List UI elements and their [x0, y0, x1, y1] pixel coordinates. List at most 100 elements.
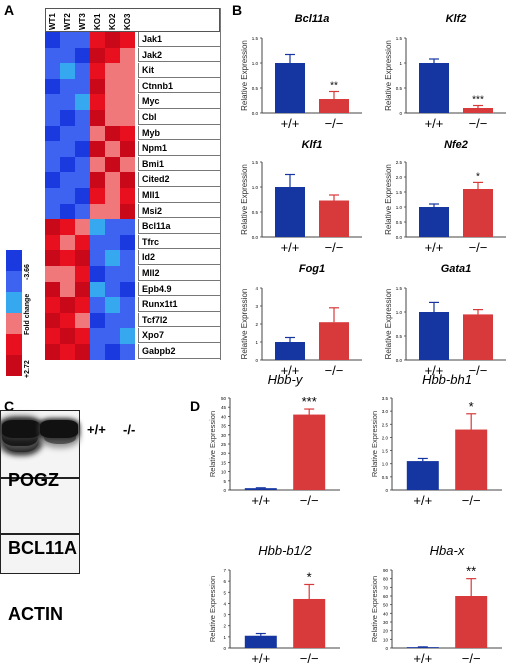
- chart-title: Hbb-bh1: [422, 372, 472, 387]
- y-tick-label: 1.0: [396, 205, 403, 210]
- heatmap-row-label: Id2: [138, 250, 220, 265]
- y-tick-label: 2: [255, 322, 258, 327]
- bar-wildtype: [419, 312, 449, 360]
- y-tick-label: 4: [223, 601, 226, 606]
- y-axis-label: Relative Expression: [240, 164, 249, 235]
- heatmap-cell: [45, 32, 60, 48]
- heatmap-row-label: Jak1: [138, 32, 220, 47]
- heatmap-cell: [60, 219, 75, 235]
- heatmap-cell: [60, 32, 75, 48]
- bar-wildtype: [275, 342, 305, 360]
- heatmap-cell: [45, 125, 60, 142]
- heatmap-cell: [90, 344, 105, 360]
- y-tick-label: 5: [223, 479, 226, 484]
- y-tick-label: 0: [385, 488, 388, 493]
- legend-swatch: [6, 334, 22, 355]
- heatmap-row-label: Npm1: [138, 141, 220, 156]
- bar-knockout: [293, 414, 326, 490]
- y-tick-label: 0.5: [252, 210, 259, 215]
- heatmap-cell: [60, 281, 75, 298]
- heatmap-cell: [45, 110, 60, 126]
- y-tick-label: 20: [383, 629, 389, 634]
- heatmap-cell: [90, 110, 105, 126]
- heatmap-cell: [60, 188, 75, 204]
- category-label: +/+: [413, 651, 432, 666]
- y-axis-label: Relative Expression: [208, 576, 217, 642]
- bar-wildtype: [419, 207, 449, 237]
- y-axis-label: Relative Expression: [240, 40, 249, 111]
- chart-title: Bcl11a: [295, 13, 330, 25]
- heatmap-cell: [75, 78, 90, 95]
- legend-swatch: [6, 271, 22, 292]
- y-tick-label: 30: [221, 433, 227, 438]
- category-label: +/+: [425, 240, 444, 255]
- protein-label: BCL11A: [8, 538, 78, 558]
- heatmap-cell: [75, 188, 90, 204]
- heatmap-cell: [75, 312, 90, 329]
- heatmap-cell: [105, 63, 120, 79]
- y-tick-label: 40: [383, 611, 389, 616]
- y-tick-label: 1.5: [252, 160, 259, 165]
- y-tick-label: 1: [223, 635, 226, 640]
- chart-title: Nfe2: [444, 139, 468, 151]
- heatmap-cell: [45, 328, 60, 344]
- heatmap-cell: [60, 328, 75, 344]
- heatmap: WT1 WT2 WT3 KO1 KO2 KO3 Jak1 Jak2 Kit Ctnnb1 Myc Cb…: [40, 8, 225, 388]
- heatmap-cell: [45, 297, 60, 313]
- y-tick-label: 1.5: [382, 449, 389, 454]
- heatmap-cell: [105, 312, 120, 329]
- y-axis-label: Relative Expression: [384, 40, 393, 111]
- y-tick-label: 15: [221, 460, 227, 465]
- y-tick-label: 2: [223, 624, 226, 629]
- heatmap-cell: [45, 156, 60, 173]
- heatmap-cell: [45, 219, 60, 235]
- category-label: −/−: [300, 651, 319, 666]
- heatmap-cell: [105, 234, 120, 251]
- heatmap-cell: [90, 172, 105, 188]
- heatmap-cell: [60, 297, 75, 313]
- y-tick-label: 1: [255, 340, 258, 345]
- y-tick-label: 20: [221, 451, 227, 456]
- lane-label-knockout: -/-: [123, 422, 136, 437]
- y-axis-label: Relative Expression: [370, 576, 379, 642]
- category-label: −/−: [469, 116, 488, 131]
- y-tick-label: 4: [255, 286, 258, 291]
- heatmap-cell: [120, 63, 135, 79]
- panel-label-b: B: [232, 2, 243, 18]
- heatmap-cell: [105, 328, 120, 344]
- heatmap-cell: [45, 312, 60, 329]
- y-tick-label: 0.0: [396, 235, 403, 240]
- y-tick-label: 1.0: [396, 310, 403, 315]
- y-tick-label: 45: [221, 405, 227, 410]
- category-label: +/+: [425, 116, 444, 131]
- y-tick-label: 0.0: [252, 111, 259, 116]
- category-label: −/−: [325, 363, 344, 378]
- heatmap-row-label: Bmi1: [138, 156, 220, 172]
- bar-wildtype: [244, 635, 277, 648]
- bar-knockout: [463, 108, 493, 113]
- heatmap-cell: [90, 297, 105, 313]
- category-label: +/+: [281, 363, 300, 378]
- chart-title: Hbb-y: [268, 372, 304, 387]
- heatmap-cell: [75, 172, 90, 188]
- category-label: +/+: [251, 651, 270, 666]
- heatmap-cell: [105, 125, 120, 142]
- heatmap-row-label: Mll1: [138, 188, 220, 203]
- protein-label: POGZ: [8, 470, 60, 490]
- heatmap-cell: [45, 94, 60, 110]
- heatmap-row-label: Tcf7l2: [138, 312, 220, 328]
- heatmap-cell: [120, 297, 135, 313]
- y-tick-label: 2.5: [396, 160, 403, 165]
- legend-swatch: [6, 355, 22, 376]
- heatmap-cell: [45, 250, 60, 266]
- heatmap-cell: [45, 47, 60, 64]
- heatmap-cell: [75, 32, 90, 48]
- heatmap-cell: [120, 328, 135, 344]
- heatmap-cell: [60, 312, 75, 329]
- heatmap-cell: [90, 188, 105, 204]
- heatmap-cell: [45, 141, 60, 157]
- heatmap-cell: [105, 94, 120, 110]
- heatmap-cell: [120, 47, 135, 64]
- y-tick-label: 50: [383, 603, 389, 608]
- category-label: −/−: [300, 493, 319, 508]
